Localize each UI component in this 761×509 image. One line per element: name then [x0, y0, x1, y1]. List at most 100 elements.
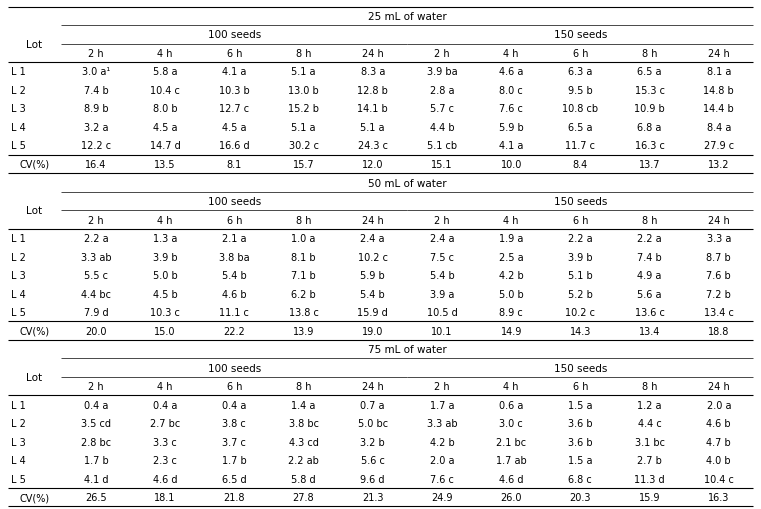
Text: L 4: L 4 [11, 123, 25, 133]
Text: 2.1 a: 2.1 a [222, 234, 247, 244]
Text: 2.2 a: 2.2 a [637, 234, 662, 244]
Text: 7.4 b: 7.4 b [637, 252, 662, 262]
Text: 150 seeds: 150 seeds [554, 196, 607, 207]
Text: 7.4 b: 7.4 b [84, 86, 108, 96]
Text: 0.7 a: 0.7 a [361, 400, 385, 410]
Text: L 3: L 3 [11, 270, 25, 280]
Text: 4.6 d: 4.6 d [499, 474, 524, 484]
Text: 6 h: 6 h [572, 215, 588, 225]
Text: 3.8 bc: 3.8 bc [288, 418, 319, 428]
Text: 8.1 a: 8.1 a [707, 67, 731, 77]
Text: 3.2 b: 3.2 b [361, 437, 385, 447]
Text: 18.1: 18.1 [154, 492, 176, 502]
Text: 4.7 b: 4.7 b [706, 437, 731, 447]
Text: 4.9 a: 4.9 a [638, 270, 662, 280]
Text: 4.6 a: 4.6 a [499, 67, 524, 77]
Text: 6 h: 6 h [227, 381, 242, 391]
Text: 5.4 b: 5.4 b [222, 270, 247, 280]
Text: 3.8 ba: 3.8 ba [219, 252, 250, 262]
Text: 8.1 b: 8.1 b [291, 252, 316, 262]
Text: 12.8 b: 12.8 b [358, 86, 388, 96]
Text: 6.8 c: 6.8 c [568, 474, 592, 484]
Text: 8.0 b: 8.0 b [153, 104, 177, 114]
Text: 100 seeds: 100 seeds [208, 31, 261, 40]
Text: 8.9 b: 8.9 b [84, 104, 108, 114]
Text: 1.0 a: 1.0 a [291, 234, 316, 244]
Text: Lot: Lot [27, 206, 43, 216]
Text: 14.4 b: 14.4 b [703, 104, 734, 114]
Text: 4 h: 4 h [158, 215, 173, 225]
Text: 0.4 a: 0.4 a [153, 400, 177, 410]
Text: 14.9: 14.9 [501, 326, 522, 336]
Text: 10.3 c: 10.3 c [150, 307, 180, 318]
Text: 6.5 a: 6.5 a [637, 67, 662, 77]
Text: 6 h: 6 h [227, 49, 242, 59]
Text: L 1: L 1 [11, 67, 25, 77]
Text: 6 h: 6 h [572, 381, 588, 391]
Text: 24 h: 24 h [362, 215, 384, 225]
Text: 26.0: 26.0 [501, 492, 522, 502]
Text: 11.3 d: 11.3 d [634, 474, 665, 484]
Text: 8.0 c: 8.0 c [499, 86, 523, 96]
Text: 5.0 b: 5.0 b [498, 289, 524, 299]
Text: CV(%): CV(%) [19, 492, 49, 502]
Text: 2.8 bc: 2.8 bc [81, 437, 111, 447]
Text: 50 mL of water: 50 mL of water [368, 178, 447, 188]
Text: 2.2 a: 2.2 a [84, 234, 108, 244]
Text: 5.1 b: 5.1 b [568, 270, 593, 280]
Text: 8 h: 8 h [296, 215, 311, 225]
Text: 5.0 b: 5.0 b [153, 270, 177, 280]
Text: 24.3 c: 24.3 c [358, 141, 388, 151]
Text: 8.4: 8.4 [573, 160, 588, 169]
Text: 2.3 c: 2.3 c [153, 455, 177, 465]
Text: L 5: L 5 [11, 141, 26, 151]
Text: 3.6 b: 3.6 b [568, 418, 593, 428]
Text: 4.6 d: 4.6 d [153, 474, 177, 484]
Text: L 4: L 4 [11, 289, 25, 299]
Text: 16.4: 16.4 [85, 160, 107, 169]
Text: 4 h: 4 h [158, 49, 173, 59]
Text: 8 h: 8 h [296, 49, 311, 59]
Text: Lot: Lot [27, 372, 43, 382]
Text: 1.7 ab: 1.7 ab [495, 455, 527, 465]
Text: 5.9 b: 5.9 b [361, 270, 385, 280]
Text: 2.8 a: 2.8 a [430, 86, 454, 96]
Text: 24 h: 24 h [708, 215, 730, 225]
Text: 2 h: 2 h [434, 49, 450, 59]
Text: 2.7 b: 2.7 b [637, 455, 662, 465]
Text: 2.5 a: 2.5 a [499, 252, 524, 262]
Text: 3.5 cd: 3.5 cd [81, 418, 111, 428]
Text: 2.4 a: 2.4 a [430, 234, 454, 244]
Text: 13.5: 13.5 [154, 160, 176, 169]
Text: 8.7 b: 8.7 b [706, 252, 731, 262]
Text: CV(%): CV(%) [19, 326, 49, 336]
Text: 5.0 bc: 5.0 bc [358, 418, 388, 428]
Text: 2 h: 2 h [88, 215, 103, 225]
Text: 6 h: 6 h [572, 49, 588, 59]
Text: 8.1: 8.1 [227, 160, 242, 169]
Text: 15.3 c: 15.3 c [635, 86, 664, 96]
Text: 2 h: 2 h [434, 215, 450, 225]
Text: 7.9 d: 7.9 d [84, 307, 108, 318]
Text: 5.1 a: 5.1 a [291, 123, 316, 133]
Text: 7.2 b: 7.2 b [706, 289, 731, 299]
Text: 5.4 b: 5.4 b [361, 289, 385, 299]
Text: L 2: L 2 [11, 86, 26, 96]
Text: 7.5 c: 7.5 c [430, 252, 454, 262]
Text: 4.2 b: 4.2 b [498, 270, 524, 280]
Text: 10.2 c: 10.2 c [565, 307, 595, 318]
Text: 27.8: 27.8 [293, 492, 314, 502]
Text: 2.0 a: 2.0 a [430, 455, 454, 465]
Text: 4.6 b: 4.6 b [222, 289, 247, 299]
Text: 4.4 c: 4.4 c [638, 418, 661, 428]
Text: 20.0: 20.0 [85, 326, 107, 336]
Text: 5.8 d: 5.8 d [291, 474, 316, 484]
Text: 24 h: 24 h [708, 49, 730, 59]
Text: 2 h: 2 h [88, 49, 103, 59]
Text: 13.6 c: 13.6 c [635, 307, 664, 318]
Text: L 2: L 2 [11, 252, 26, 262]
Text: 9.5 b: 9.5 b [568, 86, 593, 96]
Text: 15.1: 15.1 [431, 160, 453, 169]
Text: L 5: L 5 [11, 474, 26, 484]
Text: 3.6 b: 3.6 b [568, 437, 593, 447]
